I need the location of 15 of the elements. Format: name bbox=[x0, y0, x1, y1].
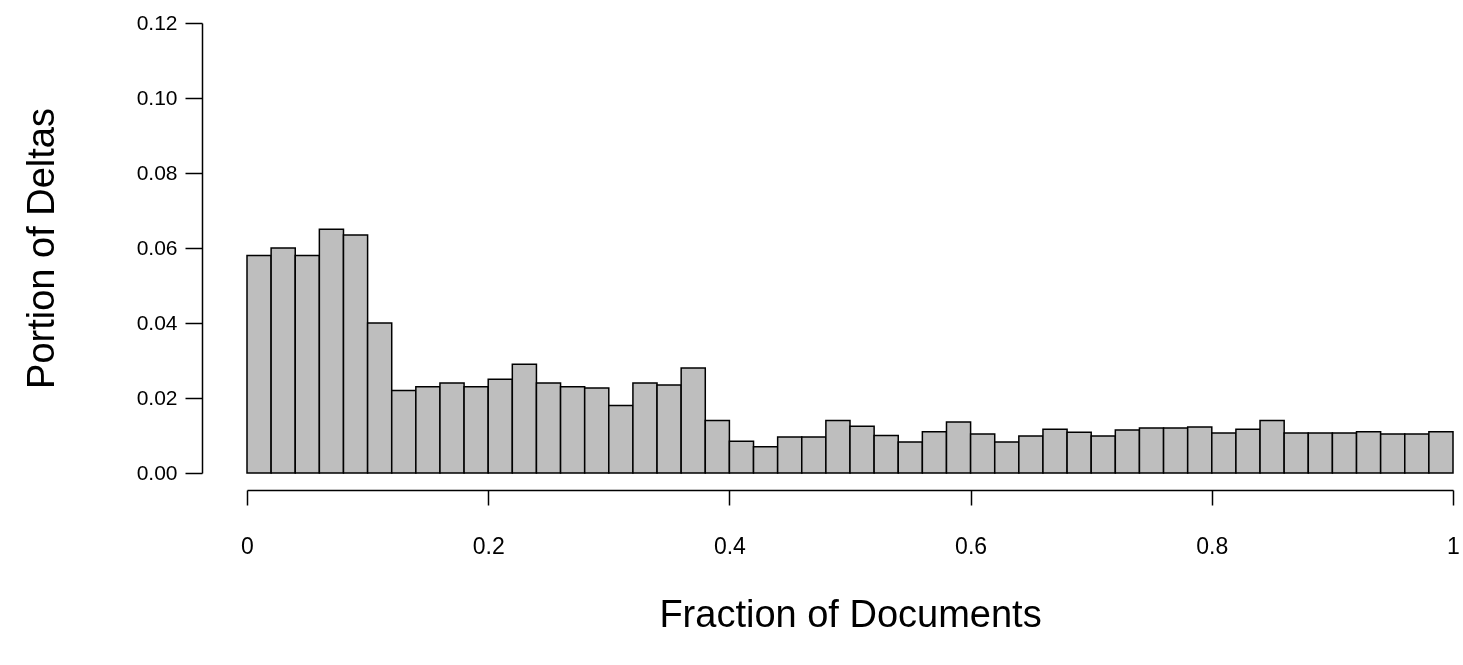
x-tick-label: 0.4 bbox=[713, 532, 747, 559]
x-tick-label: 0.6 bbox=[955, 532, 988, 559]
y-axis-title: Portion of Deltas bbox=[19, 108, 62, 389]
y-tick-label: 0.06 bbox=[136, 235, 178, 259]
x-tick-label: 0.2 bbox=[472, 532, 505, 559]
x-tick-label: 0.8 bbox=[1196, 532, 1229, 559]
y-tick-label: 0.12 bbox=[136, 10, 178, 34]
y-tick-label: 0.02 bbox=[136, 385, 178, 409]
y-tick-label: 0.10 bbox=[136, 85, 178, 109]
x-tick-label: 1 bbox=[1447, 532, 1460, 559]
y-tick-label: 0.08 bbox=[136, 160, 178, 184]
x-axis-title: Fraction of Documents bbox=[659, 592, 1042, 635]
x-tick-label: 0 bbox=[241, 532, 254, 559]
y-tick-label: 0.00 bbox=[136, 460, 178, 484]
y-tick-label: 0.04 bbox=[136, 310, 178, 334]
